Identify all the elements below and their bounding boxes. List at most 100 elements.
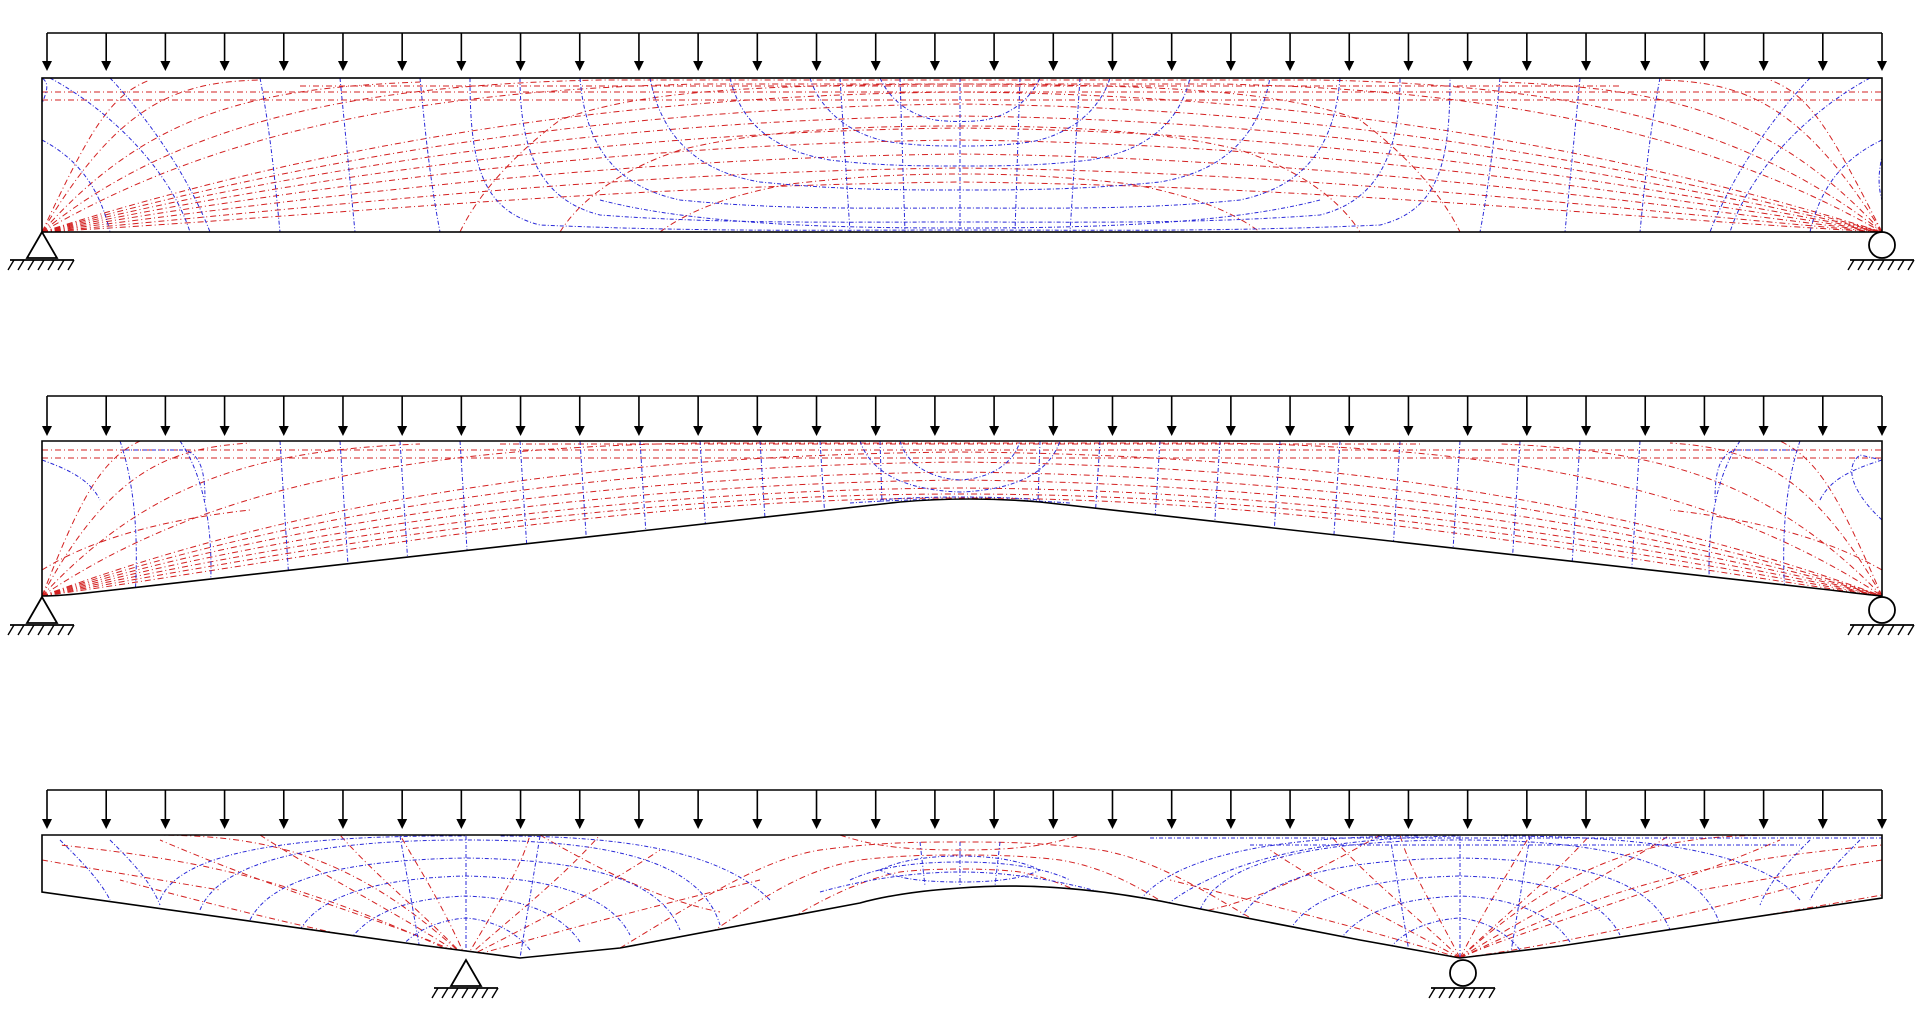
load-arrow-icon bbox=[1048, 396, 1059, 436]
load-arrow-icon bbox=[1048, 33, 1059, 71]
compression-trajectories bbox=[42, 79, 1882, 232]
pin-support-icon bbox=[7, 230, 75, 271]
load-arrow-icon bbox=[1758, 33, 1769, 71]
tension-trajectories bbox=[42, 441, 1882, 596]
load-arrow-icon bbox=[1640, 33, 1651, 71]
load-arrow-icon bbox=[1048, 790, 1059, 829]
beam-outline-2 bbox=[41, 440, 1883, 597]
load-arrow-icon bbox=[1640, 396, 1651, 436]
load-arrow-icon bbox=[811, 33, 822, 71]
load-arrow-icon bbox=[1581, 396, 1592, 436]
load-arrow-icon bbox=[929, 396, 940, 436]
load-arrow-icon bbox=[219, 396, 230, 436]
load-arrow-icon bbox=[811, 790, 822, 829]
load-arrows bbox=[42, 33, 1887, 71]
pin-support-icon bbox=[431, 958, 499, 999]
trajectories-2 bbox=[42, 441, 1882, 596]
tension-trajectories bbox=[42, 78, 1882, 232]
load-arrow-icon bbox=[515, 790, 526, 829]
load-arrow-icon bbox=[1107, 790, 1118, 829]
load-arrow-icon bbox=[989, 396, 1000, 436]
load-arrow-icon bbox=[574, 396, 585, 436]
load-arrow-icon bbox=[1758, 396, 1769, 436]
load-arrow-icon bbox=[633, 790, 644, 829]
load-arrow-icon bbox=[456, 396, 467, 436]
load-arrow-icon bbox=[1403, 790, 1414, 829]
trajectories-1 bbox=[42, 78, 1882, 232]
load-arrow-icon bbox=[397, 33, 408, 71]
load-arrow-icon bbox=[219, 790, 230, 829]
load-arrow-icon bbox=[752, 396, 763, 436]
load-arrow-icon bbox=[1344, 33, 1355, 71]
pin-support-icon bbox=[7, 595, 75, 636]
load-arrow-icon bbox=[397, 396, 408, 436]
load-arrow-icon bbox=[456, 790, 467, 829]
load-arrow-icon bbox=[1225, 396, 1236, 436]
load-arrows bbox=[42, 790, 1887, 829]
load-arrow-icon bbox=[1107, 396, 1118, 436]
load-arrow-icon bbox=[1403, 396, 1414, 436]
load-arrow-icon bbox=[337, 396, 348, 436]
load-arrow-icon bbox=[278, 396, 289, 436]
load-arrow-icon bbox=[1344, 790, 1355, 829]
load-arrow-icon bbox=[42, 790, 52, 829]
load-arrow-icon bbox=[752, 33, 763, 71]
load-arrow-icon bbox=[1166, 790, 1177, 829]
load-arrow-icon bbox=[101, 396, 112, 436]
panel-1-rectangular-simple-span bbox=[7, 32, 1915, 271]
load-arrow-icon bbox=[1285, 33, 1296, 71]
load-arrow-icon bbox=[1462, 33, 1473, 71]
load-arrow-icon bbox=[1699, 33, 1710, 71]
load-arrow-icon bbox=[870, 33, 881, 71]
load-arrow-icon bbox=[337, 33, 348, 71]
load-arrow-icon bbox=[929, 790, 940, 829]
distributed-load-1 bbox=[42, 32, 1887, 71]
load-arrow-icon bbox=[1225, 33, 1236, 71]
load-arrow-icon bbox=[633, 33, 644, 71]
load-arrow-icon bbox=[278, 33, 289, 71]
distributed-load-2 bbox=[42, 395, 1887, 436]
load-arrow-icon bbox=[1285, 396, 1296, 436]
load-arrow-icon bbox=[574, 790, 585, 829]
load-arrow-icon bbox=[870, 790, 881, 829]
load-arrow-icon bbox=[1285, 790, 1296, 829]
load-arrow-icon bbox=[219, 33, 230, 71]
load-arrow-icon bbox=[693, 396, 704, 436]
roller-support-icon bbox=[1847, 596, 1915, 636]
roller-support-icon bbox=[1847, 231, 1915, 271]
distributed-load-3 bbox=[42, 789, 1887, 829]
load-arrow-icon bbox=[989, 790, 1000, 829]
load-arrow-icon bbox=[1107, 33, 1118, 71]
load-arrow-icon bbox=[515, 396, 526, 436]
load-arrow-icon bbox=[1640, 790, 1651, 829]
load-arrow-icon bbox=[160, 790, 171, 829]
load-arrow-icon bbox=[278, 790, 289, 829]
load-arrow-icon bbox=[1699, 790, 1710, 829]
beam-outline-1 bbox=[41, 77, 1883, 233]
load-arrow-icon bbox=[42, 33, 52, 71]
load-arrow-icon bbox=[1758, 790, 1769, 829]
load-arrow-icon bbox=[1225, 790, 1236, 829]
load-arrow-icon bbox=[1817, 790, 1828, 829]
load-arrow-icon bbox=[42, 396, 52, 436]
load-arrow-icon bbox=[1166, 396, 1177, 436]
load-arrow-icon bbox=[1521, 396, 1532, 436]
load-arrow-icon bbox=[1166, 33, 1177, 71]
roller-support-icon bbox=[1428, 959, 1496, 999]
load-arrow-icon bbox=[1581, 33, 1592, 71]
panel-2-tapered-simple-span bbox=[7, 395, 1915, 636]
load-arrow-icon bbox=[1521, 33, 1532, 71]
load-arrow-icon bbox=[1877, 33, 1887, 71]
compression-trajectories bbox=[42, 441, 1882, 596]
load-arrow-icon bbox=[1817, 33, 1828, 71]
load-arrow-icon bbox=[989, 33, 1000, 71]
load-arrow-icon bbox=[1877, 790, 1887, 829]
load-arrow-icon bbox=[1521, 790, 1532, 829]
load-arrow-icon bbox=[574, 33, 585, 71]
load-arrow-icon bbox=[1699, 396, 1710, 436]
load-arrow-icon bbox=[693, 790, 704, 829]
load-arrow-icon bbox=[1581, 790, 1592, 829]
load-arrow-icon bbox=[397, 790, 408, 829]
load-arrow-icon bbox=[811, 396, 822, 436]
